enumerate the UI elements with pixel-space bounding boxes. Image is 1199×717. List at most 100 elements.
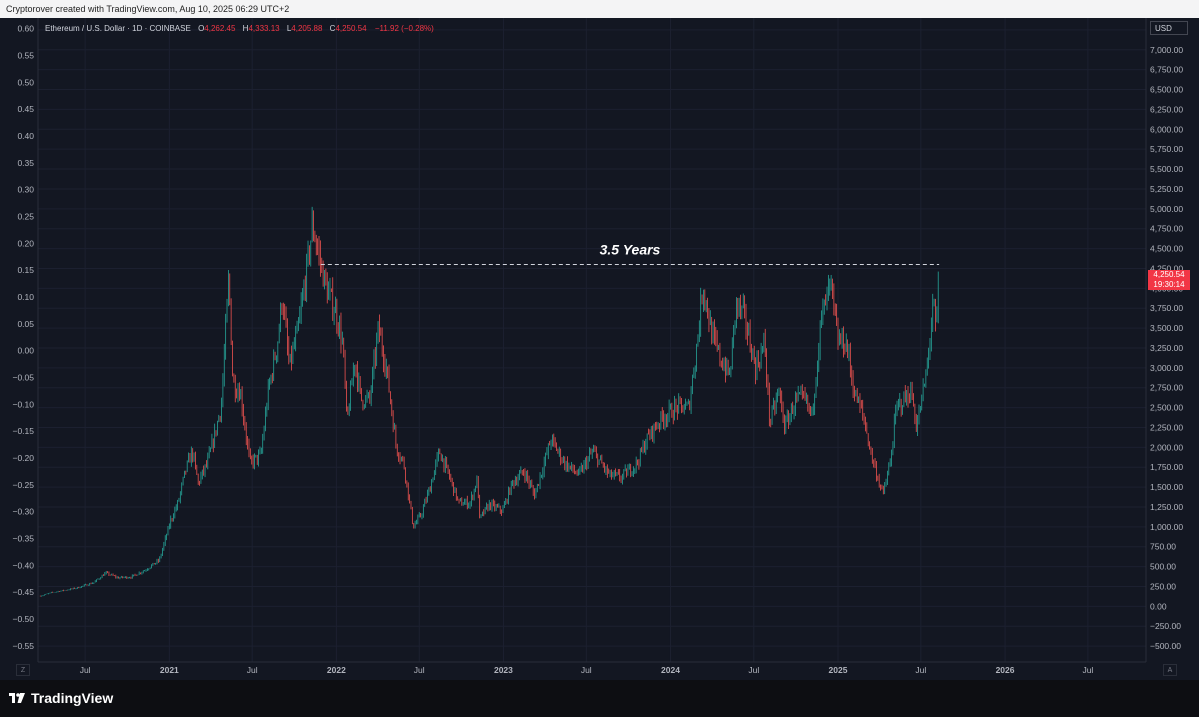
right-tick-label: 750.00 <box>1150 542 1176 552</box>
high-value: 4,333.13 <box>248 24 280 33</box>
open-key: O <box>198 24 205 33</box>
symbol-name[interactable]: Ethereum / U.S. Dollar · 1D · COINBASE <box>45 24 191 33</box>
time-tick-label: Jul <box>748 665 759 675</box>
change-value: −11.92 (−0.28%) <box>374 24 434 33</box>
right-tick-label: 3,500.00 <box>1150 323 1183 333</box>
time-tick-label: 2026 <box>996 665 1015 675</box>
right-tick-label: 500.00 <box>1150 562 1176 572</box>
time-tick-label: Jul <box>915 665 926 675</box>
left-tick-label: −0.20 <box>12 453 34 463</box>
chart-grid <box>38 18 1146 662</box>
annotation-group: 3.5 Years <box>320 241 940 265</box>
time-tick-label: 2022 <box>327 665 346 675</box>
right-tick-label: 3,000.00 <box>1150 363 1183 373</box>
left-tick-label: −0.50 <box>12 614 34 624</box>
ohlc-legend: Ethereum / U.S. Dollar · 1D · COINBASE O… <box>45 24 434 33</box>
left-tick-label: 0.40 <box>17 131 34 141</box>
right-tick-label: 1,250.00 <box>1150 502 1183 512</box>
high-key: H <box>242 24 249 33</box>
currency-selector[interactable]: USD <box>1150 21 1188 35</box>
right-tick-label: 2,250.00 <box>1150 422 1183 432</box>
right-tick-label: 6,000.00 <box>1150 124 1183 134</box>
time-scale: Jul 2021 Jul 2022 Jul 2023 Jul 2024 Jul 2025 Jul 20… <box>80 665 1094 675</box>
log-scale-button[interactable]: Z <box>16 664 30 676</box>
left-tick-label: 0.60 <box>17 24 34 34</box>
left-scale: 0.60 0.55 0.50 0.45 0.40 0.35 0.30 0.25 0.20 0.15… <box>12 24 34 651</box>
right-tick-label: −500.00 <box>1150 641 1181 651</box>
price-series <box>39 206 939 597</box>
close-key: C <box>329 24 336 33</box>
right-scale: 7,250.007,000.006,750.006,500.006,250.00… <box>1150 25 1183 651</box>
left-tick-label: −0.55 <box>12 641 34 651</box>
time-tick-label: 2025 <box>829 665 848 675</box>
brand-name: TradingView <box>31 690 114 706</box>
left-tick-label: −0.30 <box>12 507 34 517</box>
annotation-label: 3.5 Years <box>600 241 661 257</box>
time-tick-label: 2024 <box>661 665 680 675</box>
right-tick-label: 5,250.00 <box>1150 184 1183 194</box>
right-tick-label: 3,250.00 <box>1150 343 1183 353</box>
right-tick-label: 5,000.00 <box>1150 204 1183 214</box>
left-tick-label: 0.10 <box>17 292 34 302</box>
left-tick-label: −0.45 <box>12 587 34 597</box>
right-tick-label: 2,750.00 <box>1150 383 1183 393</box>
left-tick-label: −0.10 <box>12 399 34 409</box>
time-tick-label: Jul <box>414 665 425 675</box>
time-tick-label: Jul <box>1082 665 1093 675</box>
bar-countdown: 19:30:14 <box>1153 280 1185 289</box>
time-tick-label: Jul <box>80 665 91 675</box>
right-tick-label: 2,500.00 <box>1150 403 1183 413</box>
left-tick-label: 0.00 <box>17 346 34 356</box>
right-tick-label: 4,250.00 <box>1150 263 1183 273</box>
left-tick-label: 0.30 <box>17 185 34 195</box>
right-tick-label: 6,250.00 <box>1150 104 1183 114</box>
time-tick-label: Jul <box>581 665 592 675</box>
chart-area[interactable] <box>0 18 1199 680</box>
open-value: 4,262.45 <box>204 24 236 33</box>
left-tick-label: −0.25 <box>12 480 34 490</box>
left-tick-label: 0.05 <box>17 319 34 329</box>
right-tick-label: 6,500.00 <box>1150 85 1183 95</box>
right-tick-label: 4,500.00 <box>1150 244 1183 254</box>
right-tick-label: 7,000.00 <box>1150 45 1183 55</box>
left-tick-label: 0.25 <box>17 212 34 222</box>
left-tick-label: 0.15 <box>17 265 34 275</box>
currency-label: USD <box>1155 24 1172 33</box>
low-key: L <box>286 24 292 33</box>
last-price: 4,250.54 <box>1153 270 1185 279</box>
right-tick-label: 0.00 <box>1150 601 1167 611</box>
left-tick-label: 0.35 <box>17 158 34 168</box>
tradingview-logo[interactable]: TradingView <box>9 690 113 706</box>
last-price-badge: 4,250.54 19:30:14 <box>1148 270 1190 290</box>
credit-text: Cryptorover created with TradingView.com… <box>6 4 290 14</box>
right-tick-label: 1,750.00 <box>1150 462 1183 472</box>
log-scale-label: Z <box>20 667 26 674</box>
low-value: 4,205.88 <box>291 24 323 33</box>
auto-scale-button[interactable]: A <box>1163 664 1177 676</box>
left-tick-label: 0.50 <box>17 77 34 87</box>
left-tick-label: −0.35 <box>12 534 34 544</box>
right-tick-label: 2,000.00 <box>1150 442 1183 452</box>
left-tick-label: −0.15 <box>12 426 34 436</box>
left-tick-label: −0.05 <box>12 373 34 383</box>
right-tick-label: 5,500.00 <box>1150 164 1183 174</box>
right-tick-label: 3,750.00 <box>1150 303 1183 313</box>
right-tick-label: 6,750.00 <box>1150 65 1183 75</box>
right-tick-label: 4,750.00 <box>1150 224 1183 234</box>
right-tick-label: 250.00 <box>1150 581 1176 591</box>
right-tick-label: −250.00 <box>1150 621 1181 631</box>
time-tick-label: Jul <box>247 665 258 675</box>
auto-scale-label: A <box>1167 667 1173 674</box>
time-tick-label: 2023 <box>494 665 513 675</box>
right-tick-label: 1,000.00 <box>1150 522 1183 532</box>
right-tick-label: 1,500.00 <box>1150 482 1183 492</box>
left-tick-label: 0.55 <box>17 51 34 61</box>
left-tick-label: −0.40 <box>12 560 34 570</box>
credit-bar: Cryptorover created with TradingView.com… <box>0 0 1199 18</box>
time-tick-label: 2021 <box>160 665 179 675</box>
left-tick-label: 0.45 <box>17 104 34 114</box>
footer <box>0 680 1199 717</box>
close-value: 4,250.54 <box>335 24 367 33</box>
right-tick-label: 5,750.00 <box>1150 144 1183 154</box>
